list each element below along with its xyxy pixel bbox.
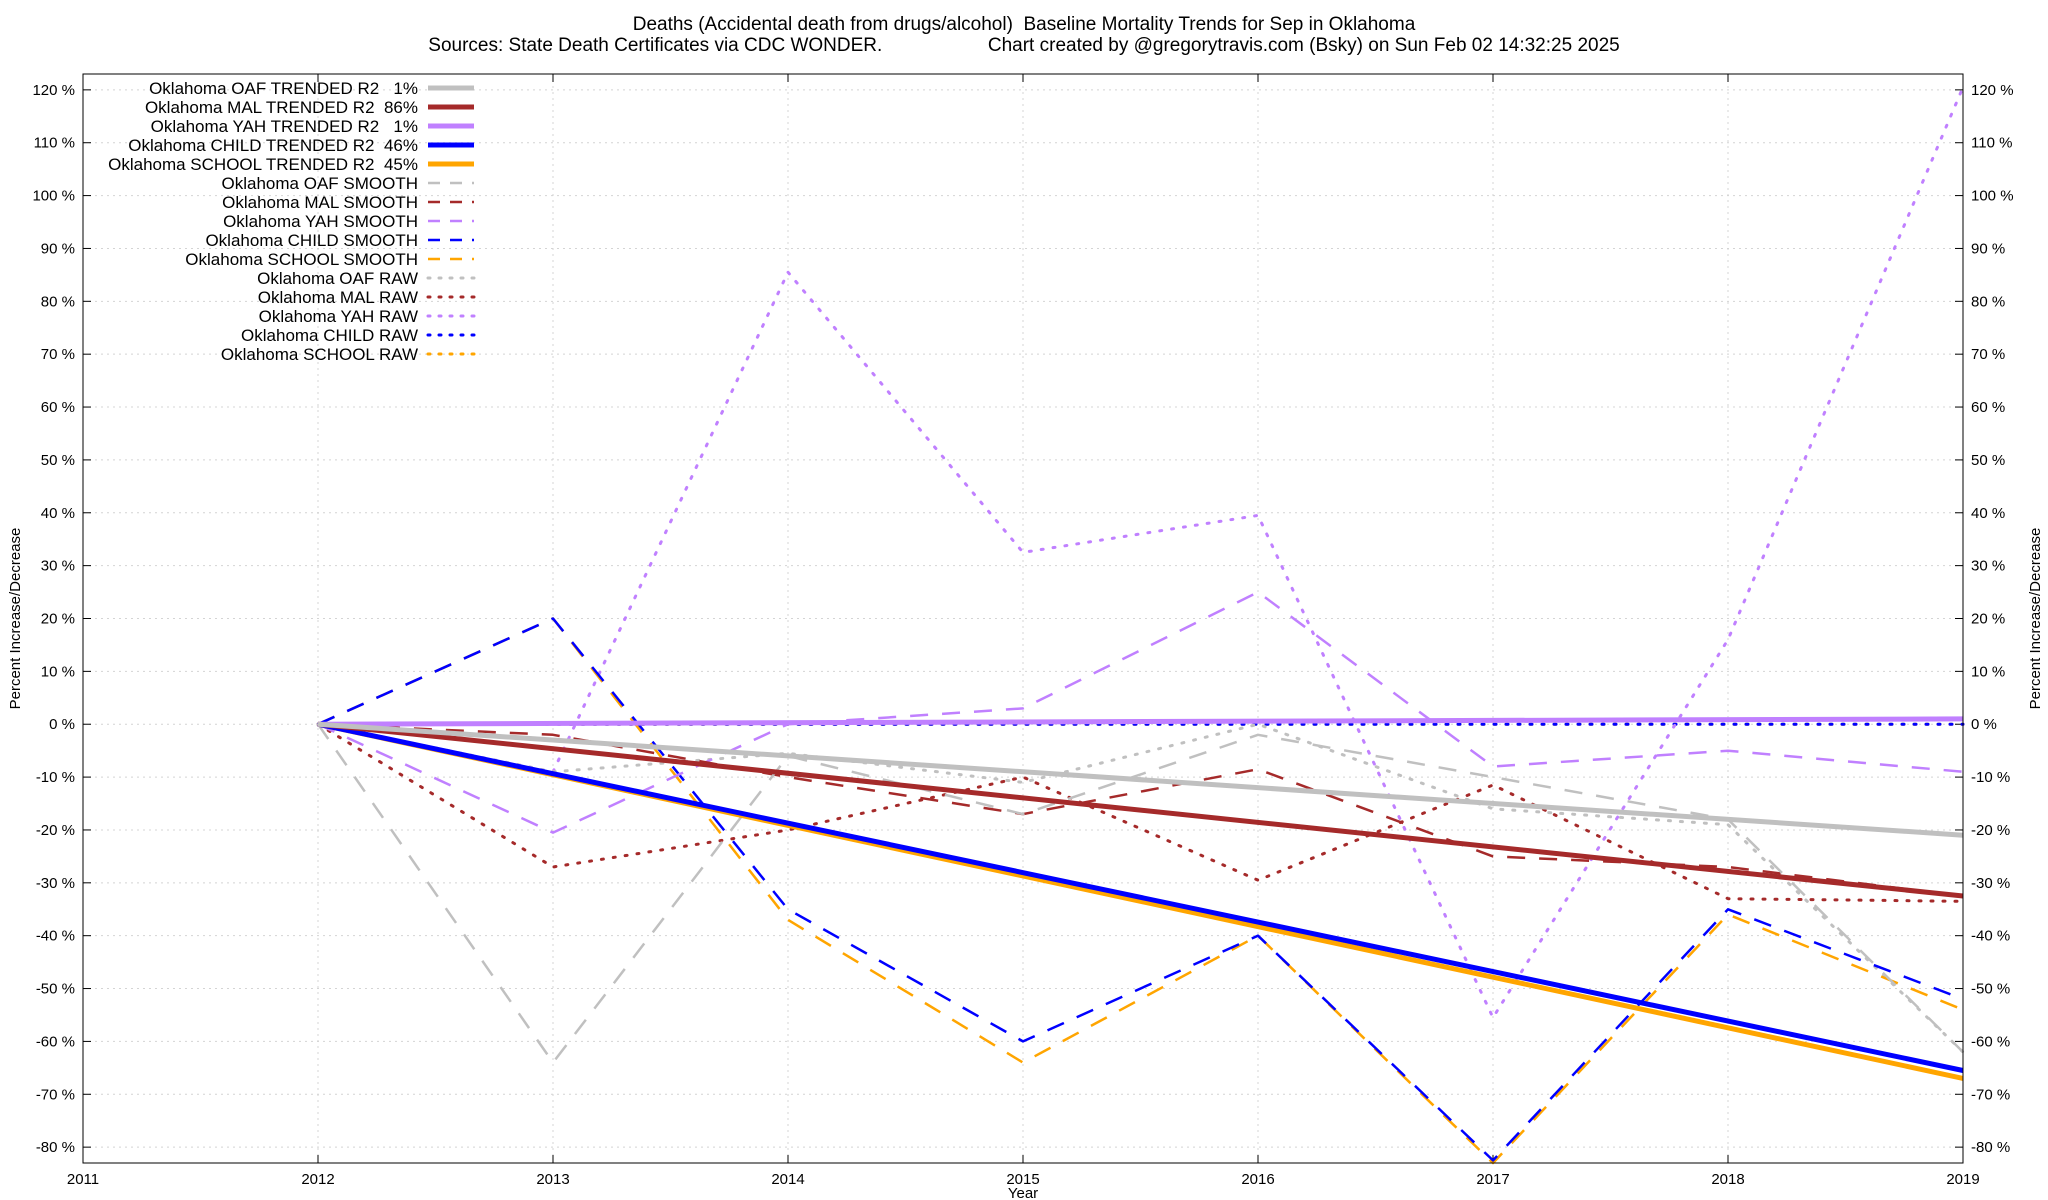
x-axis-label: Year	[1008, 1185, 1038, 1200]
x-tick-label: 2015	[1006, 1171, 1039, 1188]
y2-tick-label: -70 %	[1971, 1086, 2010, 1103]
y-tick-label: 70 %	[41, 346, 75, 363]
y-tick-label: 120 %	[32, 82, 75, 99]
series-oklahoma-yah-trended	[317, 716, 1964, 727]
y-tick-label: -20 %	[36, 822, 75, 839]
legend-entry-label: Oklahoma OAF TRENDED R2 1%	[149, 79, 418, 98]
series-oklahoma-yah-smooth	[317, 590, 1964, 834]
y2-axis-label: Percent Increase/Decrease	[2027, 528, 2044, 710]
legend-entry-label: Oklahoma MAL TRENDED R2 86%	[145, 98, 418, 117]
y2-tick-label: -40 %	[1971, 928, 2010, 945]
legend-entry-label: Oklahoma YAH RAW	[259, 307, 418, 326]
x-tick-label: 2019	[1946, 1171, 1979, 1188]
y2-tick-label: -80 %	[1971, 1139, 2010, 1156]
y-tick-label: 110 %	[34, 135, 75, 152]
y2-tick-label: 40 %	[1971, 505, 2005, 522]
y-tick-label: -80 %	[36, 1139, 75, 1156]
series-oklahoma-school-smooth	[317, 617, 1964, 1165]
y-tick-label: 10 %	[41, 663, 75, 680]
y-axis-label: Percent Increase/Decrease	[7, 528, 24, 710]
y2-tick-label: -10 %	[1971, 769, 2010, 786]
series-oklahoma-mal-raw	[316, 722, 1965, 903]
y2-tick-label: 60 %	[1971, 399, 2005, 416]
legend-entry-label: Oklahoma YAH TRENDED R2 1%	[151, 117, 418, 136]
y2-tick-label: 110 %	[1971, 135, 2012, 152]
legend-entry-label: Oklahoma YAH SMOOTH	[223, 212, 418, 231]
y-tick-label: 90 %	[41, 240, 75, 257]
y2-tick-label: 10 %	[1971, 663, 2005, 680]
series-oklahoma-yah-raw	[316, 85, 1965, 1020]
y2-tick-label: 70 %	[1971, 346, 2005, 363]
grid-layer	[82, 74, 1964, 1163]
y2-tick-label: 20 %	[1971, 611, 2005, 628]
y2-tick-label: -50 %	[1971, 981, 2010, 998]
legend-entry-label: Oklahoma CHILD TRENDED R2 46%	[128, 136, 418, 155]
series-oklahoma-child-trended	[317, 721, 1964, 1073]
x-tick-label: 2016	[1241, 1171, 1274, 1188]
y2-tick-label: -20 %	[1971, 822, 2010, 839]
legend-entry-label: Oklahoma SCHOOL SMOOTH	[185, 250, 418, 269]
legend-entry-label: Oklahoma CHILD SMOOTH	[205, 231, 418, 250]
y-tick-label: -30 %	[36, 875, 75, 892]
legend-entry-label: Oklahoma CHILD RAW	[241, 326, 418, 345]
y2-tick-label: 0 %	[1971, 716, 1997, 733]
series-oklahoma-child-smooth	[317, 617, 1964, 1162]
y2-tick-label: 30 %	[1971, 558, 2005, 575]
legend: Oklahoma OAF TRENDED R2 1%Oklahoma MAL T…	[108, 79, 476, 364]
y-tick-label: 20 %	[41, 611, 75, 628]
y2-tick-label: 120 %	[1971, 82, 2014, 99]
y-tick-label: -40 %	[36, 928, 75, 945]
y2-tick-label: -30 %	[1971, 875, 2010, 892]
y2-tick-label: 50 %	[1971, 452, 2005, 469]
series-oklahoma-oaf-trended	[317, 721, 1964, 838]
x-tick-label: 2018	[1711, 1171, 1744, 1188]
y-tick-label: -50 %	[36, 981, 75, 998]
series-layer	[316, 85, 1965, 1165]
ticks-layer: -80 % -80 % -70 % -70 % -60 % -60 % -50 % -50 %…	[32, 74, 2014, 1188]
y-tick-label: 40 %	[41, 505, 75, 522]
series-oklahoma-oaf-raw	[316, 722, 1965, 1054]
plot-frame	[82, 73, 1964, 1164]
series-oklahoma-mal-trended	[317, 721, 1964, 899]
y2-tick-label: 100 %	[1971, 188, 2014, 205]
y-tick-label: -70 %	[36, 1086, 75, 1103]
series-oklahoma-oaf-smooth	[316, 723, 1964, 1064]
chart-source-text: Sources: State Death Certificates via CD…	[428, 35, 883, 56]
chart-subtitle: Sources: State Death Certificates via CD…	[0, 35, 2048, 57]
legend-entry-label: Oklahoma OAF RAW	[257, 269, 418, 288]
y-tick-label: 30 %	[41, 558, 75, 575]
x-tick-label: 2011	[67, 1171, 99, 1188]
y-tick-label: 50 %	[41, 452, 75, 469]
chart-credit-text: Chart created by @gregorytravis.com (Bsk…	[987, 35, 1620, 56]
legend-entry-label: Oklahoma MAL SMOOTH	[222, 193, 418, 212]
y-tick-label: 80 %	[41, 293, 75, 310]
y-tick-label: 60 %	[41, 399, 75, 416]
y-tick-label: -10 %	[36, 769, 75, 786]
x-tick-label: 2013	[536, 1171, 569, 1188]
legend-entry-label: Oklahoma SCHOOL TRENDED R2 45%	[108, 155, 418, 174]
y-tick-label: 0 %	[49, 716, 75, 733]
legend-entry-label: Oklahoma SCHOOL RAW	[221, 345, 418, 364]
y2-tick-label: 90 %	[1971, 240, 2005, 257]
legend-entry-label: Oklahoma OAF SMOOTH	[222, 174, 418, 193]
chart-title: Deaths (Accidental death from drugs/alco…	[632, 14, 1416, 35]
y2-tick-label: -60 %	[1971, 1033, 2010, 1050]
y-tick-label: -60 %	[36, 1033, 75, 1050]
x-tick-label: 2012	[301, 1171, 334, 1188]
y2-tick-label: 80 %	[1971, 293, 2005, 310]
y-tick-label: 100 %	[32, 188, 75, 205]
x-tick-label: 2014	[771, 1171, 804, 1188]
legend-entry-label: Oklahoma MAL RAW	[258, 288, 418, 307]
x-tick-label: 2017	[1476, 1171, 1509, 1188]
